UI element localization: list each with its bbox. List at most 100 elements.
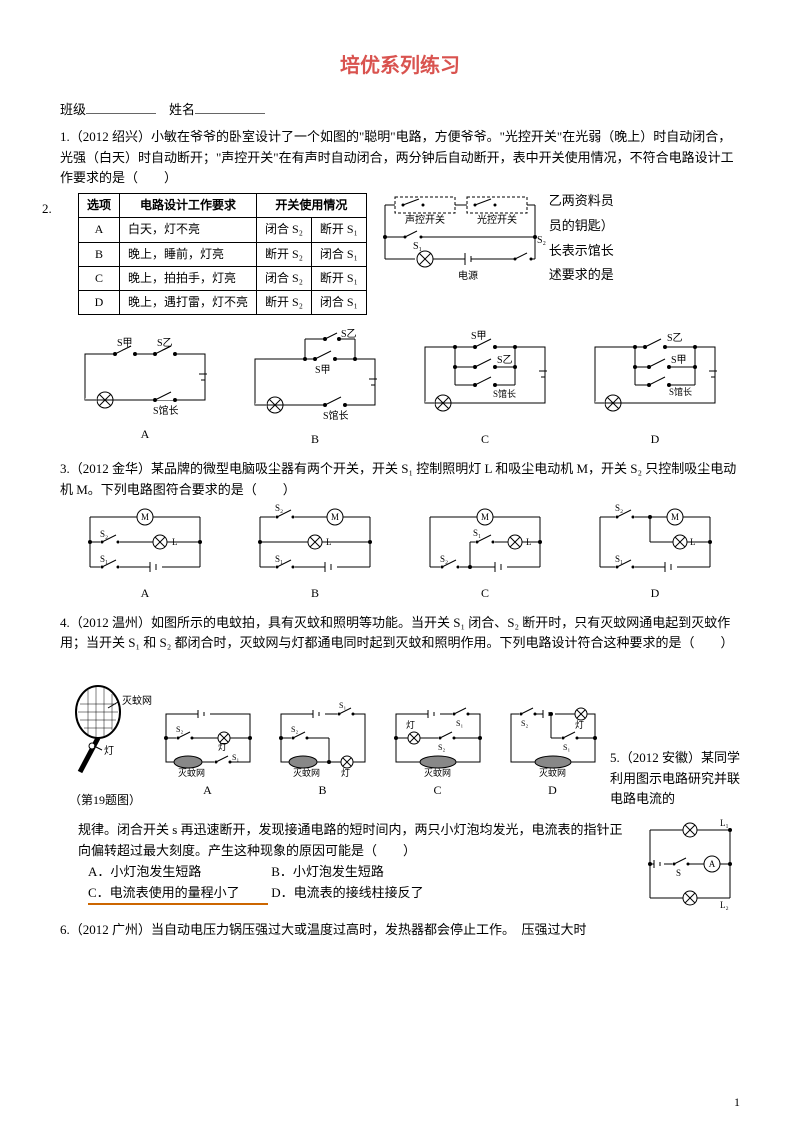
s1-label: S₁: [456, 719, 463, 728]
td: 闭合 S₁: [311, 242, 366, 266]
l-label: L: [526, 537, 532, 547]
s2-label: S₂: [291, 725, 298, 734]
lamp-label: 灯: [406, 720, 415, 730]
q5-lead: 5.（2012 安徽）某同学利用图示电路研究并联电路电流的: [610, 748, 740, 810]
name-blank[interactable]: [195, 100, 265, 114]
sw-curator: S馆长: [323, 409, 349, 422]
sw-yi: S乙: [667, 332, 683, 344]
th: 电路设计工作要求: [120, 194, 257, 218]
sw-yi: S乙: [497, 354, 513, 366]
s2-label: S₂: [440, 554, 448, 564]
lamp-label: 灯: [218, 742, 227, 752]
s2-label: S₂: [176, 725, 183, 734]
s2-label: S₂: [521, 719, 528, 728]
s1-label: S₁: [563, 743, 570, 752]
question-5: L₁ S A L₂ 规律。闭合开关 s 再迅速断开，发现接通电路的短时间内，两只…: [60, 820, 740, 910]
racket-lamp-label: 灯: [104, 745, 114, 757]
question-1: 1.（2012 绍兴）小敏在爷爷的卧室设计了一个如图的"聪明"电路，方便爷爷。"…: [60, 127, 740, 323]
th: 开关使用情况: [257, 194, 367, 218]
td: 晚上，遇打雷，灯不亮: [120, 290, 257, 314]
lamp-label: 灯: [341, 768, 350, 778]
s1-label: S₁: [275, 554, 283, 564]
q2-circuit-a: S甲 S乙 S馆长: [75, 336, 215, 418]
motor-label: M: [481, 512, 489, 522]
l1-label: L₁: [720, 818, 729, 828]
q4-circuits: S₂ S₁ 灭蚊网 灯 A S₁ S₂ 灭蚊网: [150, 704, 610, 800]
s1-label: S₁: [339, 701, 346, 710]
sw-curator: S馆长: [669, 386, 692, 397]
sw-yi: S乙: [157, 337, 173, 349]
td: B: [79, 242, 120, 266]
s2-label: S₂: [537, 235, 546, 246]
net-label: 灭蚊网: [293, 767, 320, 778]
sw-jia: S甲: [117, 338, 133, 349]
question-4: 4.（2012 温州）如图所示的电蚊拍，具有灭蚊和照明等功能。当开关 S₁ 闭合…: [60, 613, 740, 811]
s1-label: S₁: [413, 241, 422, 252]
td: 闭合 S₂: [257, 266, 312, 290]
td: 闭合 S₁: [311, 290, 366, 314]
q4-text: 4.（2012 温州）如图所示的电蚊拍，具有灭蚊和照明等功能。当开关 S₁ 闭合…: [60, 613, 740, 655]
sw-curator: S馆长: [153, 404, 179, 417]
q4-circuit-c: 灯 S₂ S₁ 灭蚊网: [388, 704, 488, 774]
opt-label-d: D: [590, 584, 720, 603]
td: 白天，灯不亮: [120, 218, 257, 242]
opt-label-d: D: [503, 781, 603, 800]
td: 断开 S₁: [311, 266, 366, 290]
net-label: 灭蚊网: [178, 767, 205, 778]
table-row: B晚上，睡前，灯亮断开 S₂闭合 S₁: [79, 242, 367, 266]
sw-jia: S甲: [471, 331, 487, 342]
sw-jia: S甲: [671, 355, 687, 366]
l-label: L: [326, 537, 332, 547]
q2-side-text: 乙两资料员 员的钥匙） 长表示馆长 述要求的是: [549, 189, 621, 288]
q2-circuit-d: S乙 S甲 S馆长: [585, 331, 725, 423]
s2-label: S₂: [100, 529, 108, 539]
q1-table: 选项 电路设计工作要求 开关使用情况 A白天，灯不亮闭合 S₂断开 S₁ B晚上…: [78, 193, 367, 315]
s1-label: S₁: [473, 528, 481, 538]
q2-number: 2.: [42, 199, 52, 220]
ammeter-label: A: [709, 859, 716, 869]
q4-circuit-b: S₁ S₂ 灭蚊网 灯: [273, 704, 373, 774]
q1-circuit: 声控开关 光控开关 S₁ 电源 S₂: [375, 189, 545, 284]
tbl-header: 选项 电路设计工作要求 开关使用情况: [79, 194, 367, 218]
opt-label-c: C: [388, 781, 488, 800]
sw-curator: S馆长: [493, 388, 516, 399]
class-label: 班级: [60, 102, 86, 117]
net-label: 灭蚊网: [539, 767, 566, 778]
lamp-label: 灯: [575, 720, 584, 730]
table-row: A白天，灯不亮闭合 S₂断开 S₁: [79, 218, 367, 242]
q3-circuit-c: M S₁ L S₂: [420, 507, 550, 577]
opt-label-a: A: [158, 781, 258, 800]
q1-text: 1.（2012 绍兴）小敏在爷爷的卧室设计了一个如图的"聪明"电路，方便爷爷。"…: [60, 127, 740, 189]
q6-text: 6.（2012 广州）当自动电压力锅压强过大或温度过高时，发热器都会停止工作。 …: [60, 920, 740, 941]
td: C: [79, 266, 120, 290]
side-text: 乙两资料员: [549, 189, 621, 214]
q3-text: 3.（2012 金华）某品牌的微型电脑吸尘器有两个开关，开关 S₁ 控制照明灯 …: [60, 459, 740, 501]
student-header: 班级 姓名: [60, 100, 740, 121]
td: A: [79, 218, 120, 242]
opt-label-b: B: [273, 781, 373, 800]
table-row: C晚上，拍拍手，灯亮闭合 S₂断开 S₁: [79, 266, 367, 290]
page-number: 1: [734, 1093, 740, 1112]
td: D: [79, 290, 120, 314]
racket-caption: （第19题图）: [60, 791, 150, 810]
q3-circuit-a: M S₂ L S₁: [80, 507, 210, 577]
q5-opt-a: A．小灯泡发生短路: [88, 862, 268, 883]
s1-label: S₁: [615, 554, 623, 564]
s2-label: S₂: [275, 503, 283, 513]
q2-circuit-c: S甲 S乙 S馆长: [415, 331, 555, 423]
l-label: L: [690, 537, 696, 547]
td: 断开 S₂: [257, 242, 312, 266]
q2-circuits: S甲 S乙 S馆长 A S乙 S甲 S馆长 B S甲 S: [60, 331, 740, 449]
th: 选项: [79, 194, 120, 218]
opt-label-b: B: [245, 430, 385, 449]
q3-circuit-b: S₂ M L S₁: [250, 507, 380, 577]
q5-opt-c: C．电流表使用的量程小了: [88, 883, 268, 906]
sw-yi: S乙: [341, 328, 357, 340]
side-text: 述要求的是: [549, 263, 621, 288]
page-title: 培优系列练习: [60, 50, 740, 82]
racket-net-label: 灭蚊网: [122, 694, 152, 707]
q5-circuit: L₁ S A L₂: [640, 820, 740, 910]
question-3: 3.（2012 金华）某品牌的微型电脑吸尘器有两个开关，开关 S₁ 控制照明灯 …: [60, 459, 740, 603]
class-blank[interactable]: [86, 100, 156, 114]
l-label: L: [172, 537, 178, 547]
